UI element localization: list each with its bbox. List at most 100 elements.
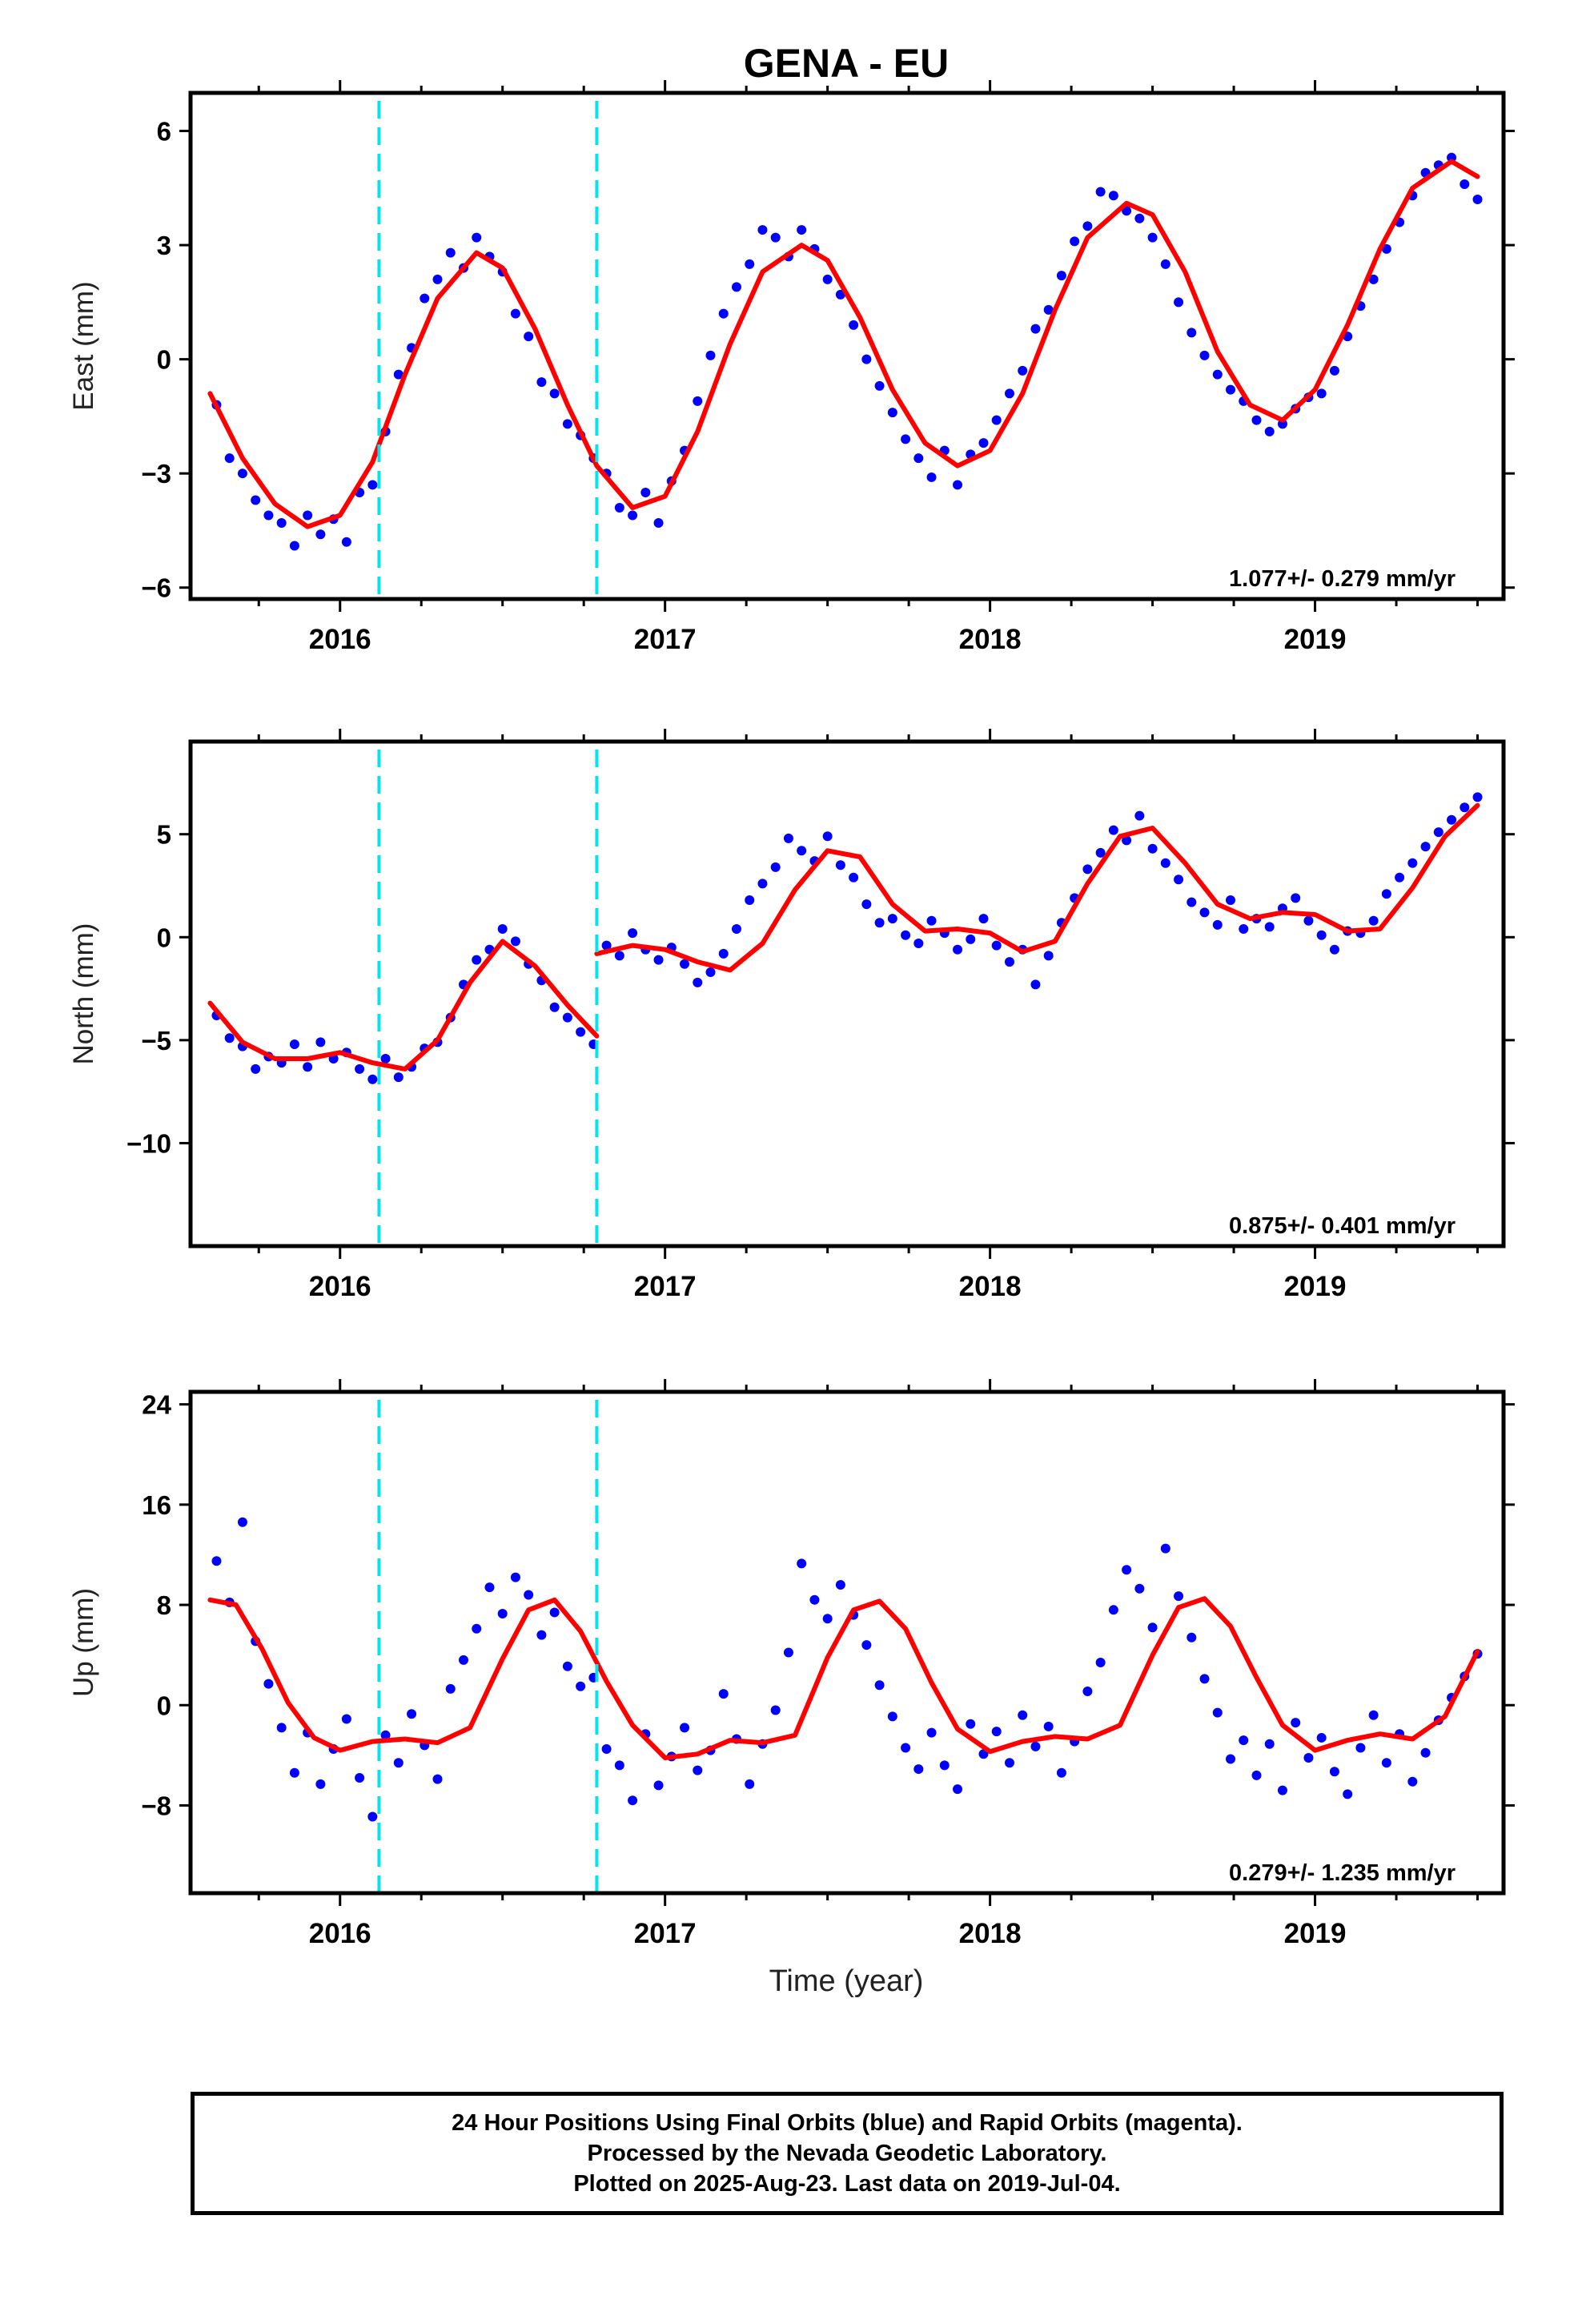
up-data-point	[576, 1681, 586, 1691]
east-ytick-label: −6	[141, 573, 171, 603]
north-data-point	[745, 895, 755, 905]
east-data-point	[536, 377, 547, 388]
up-ytick-label: 0	[157, 1691, 171, 1720]
east-data-point	[614, 502, 624, 513]
up-data-point	[1343, 1789, 1353, 1799]
north-data-point	[1329, 944, 1339, 955]
north-data-point	[1043, 951, 1054, 961]
north-data-point	[1264, 922, 1275, 932]
east-data-point	[1316, 388, 1327, 399]
north-data-point	[1433, 827, 1443, 838]
north-data-point	[966, 934, 976, 944]
north-data-point	[614, 951, 624, 961]
north-data-point	[251, 1063, 261, 1074]
up-data-point	[1239, 1735, 1249, 1746]
up-data-point	[1030, 1741, 1041, 1751]
north-data-point	[1199, 907, 1210, 918]
east-data-point	[901, 434, 911, 444]
footer-line-processed-by: Processed by the Nevada Geodetic Laborat…	[587, 2141, 1107, 2166]
east-data-point	[510, 308, 520, 319]
north-data-point	[1407, 858, 1418, 868]
east-data-point	[640, 487, 651, 497]
east-data-point	[1199, 350, 1210, 360]
east-ytick-label: −3	[141, 459, 171, 489]
east-data-point	[926, 472, 937, 482]
up-ytick-label: 16	[142, 1490, 171, 1520]
up-data-point	[341, 1714, 351, 1724]
north-data-point	[1303, 915, 1314, 926]
footer-line-final-orbits: 24 Hour Positions Using Final Orbits (bl…	[452, 2110, 1243, 2136]
east-data-point	[718, 308, 729, 319]
up-data-point	[315, 1779, 326, 1789]
up-rate-label: 0.279+/- 1.235 mm/yr	[1229, 1860, 1456, 1886]
north-data-point	[1160, 858, 1170, 868]
north-data-point	[472, 955, 482, 965]
up-data-point	[1160, 1543, 1170, 1554]
east-data-point	[1251, 415, 1262, 425]
north-xtick-label: 2017	[634, 1271, 697, 1302]
north-data-point	[601, 940, 612, 951]
east-ytick-label: 6	[157, 117, 171, 147]
up-data-point	[1381, 1758, 1391, 1768]
north-plot-area	[207, 750, 1483, 1244]
north-data-point	[1420, 842, 1431, 852]
north-data-point	[1147, 843, 1158, 854]
east-data-point	[367, 480, 378, 490]
north-data-point	[835, 860, 845, 870]
east-data-point	[705, 350, 716, 360]
east-data-point	[289, 541, 299, 551]
east-data-point	[1447, 152, 1457, 163]
up-plot-area	[207, 1400, 1483, 1892]
east-data-point	[693, 396, 703, 406]
up-xtick-label: 2019	[1284, 1918, 1347, 1949]
up-data-point	[680, 1723, 690, 1733]
up-data-point	[1264, 1739, 1275, 1749]
up-data-point	[874, 1680, 885, 1691]
east-data-point	[745, 259, 755, 269]
east-ytick-label: 3	[157, 231, 171, 260]
north-data-point	[1030, 979, 1041, 990]
north-data-point	[224, 1033, 235, 1043]
east-xtick-label: 2019	[1284, 624, 1347, 655]
north-xtick-label: 2019	[1284, 1271, 1347, 1302]
up-data-point	[1095, 1658, 1106, 1668]
up-data-point	[355, 1773, 365, 1783]
north-data-point	[1095, 847, 1106, 858]
east-data-point	[1460, 179, 1470, 190]
east-data-point	[445, 247, 456, 258]
up-fit-curve	[207, 1596, 1480, 1760]
north-data-point	[628, 928, 638, 939]
north-y-axis-title: North (mm)	[68, 923, 99, 1065]
east-panel: −6 −3 0 3 6 2016 2017 2018 2019 East (mm) 1.077+/-…	[68, 80, 1515, 655]
north-data-point	[1004, 957, 1014, 967]
east-data-point	[953, 480, 963, 490]
up-data-point	[614, 1760, 624, 1771]
east-data-point	[263, 510, 274, 521]
east-data-point	[1147, 232, 1158, 243]
east-xtick-label: 2018	[959, 624, 1022, 655]
panels: −6 −3 0 3 6 2016 2017 2018 2019 East (mm) 1.077+/-…	[68, 80, 1515, 1949]
north-data-point	[718, 948, 729, 959]
north-data-point	[1134, 810, 1145, 821]
up-data-point	[407, 1709, 417, 1719]
east-data-point	[1070, 236, 1080, 247]
east-data-point	[1174, 297, 1184, 308]
north-ytick-label: −5	[141, 1026, 171, 1055]
up-xtick-label: 2018	[959, 1918, 1022, 1949]
north-data-point	[1368, 915, 1379, 926]
north-data-point	[1447, 814, 1457, 825]
east-data-point	[276, 517, 287, 528]
east-data-point	[315, 529, 326, 540]
east-data-point	[1004, 388, 1014, 399]
up-data-point	[497, 1609, 508, 1619]
east-data-point	[731, 282, 741, 292]
east-data-point	[237, 468, 247, 479]
north-data-point	[783, 833, 793, 843]
east-data-point	[861, 354, 872, 364]
north-data-point	[1460, 802, 1470, 813]
north-rate-label: 0.875+/- 0.401 mm/yr	[1229, 1213, 1456, 1239]
east-data-point	[991, 415, 1002, 425]
up-data-point	[1329, 1767, 1339, 1777]
up-data-point	[524, 1590, 534, 1600]
east-data-point	[524, 332, 534, 342]
